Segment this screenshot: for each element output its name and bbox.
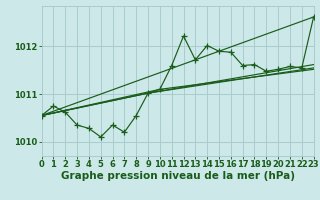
- X-axis label: Graphe pression niveau de la mer (hPa): Graphe pression niveau de la mer (hPa): [60, 171, 295, 181]
